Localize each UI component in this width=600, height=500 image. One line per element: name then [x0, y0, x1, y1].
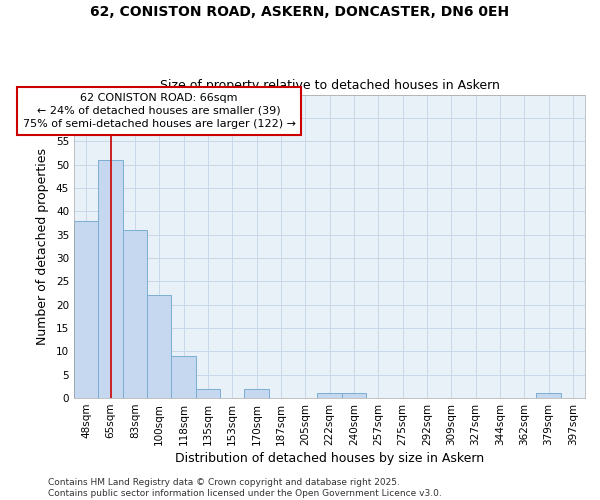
- Bar: [341, 394, 366, 398]
- X-axis label: Distribution of detached houses by size in Askern: Distribution of detached houses by size …: [175, 452, 484, 465]
- Bar: [74, 220, 98, 398]
- Bar: [147, 296, 172, 398]
- Title: Size of property relative to detached houses in Askern: Size of property relative to detached ho…: [160, 79, 499, 92]
- Bar: [244, 388, 269, 398]
- Bar: [122, 230, 147, 398]
- Bar: [196, 388, 220, 398]
- Text: 62 CONISTON ROAD: 66sqm
← 24% of detached houses are smaller (39)
75% of semi-de: 62 CONISTON ROAD: 66sqm ← 24% of detache…: [23, 92, 296, 129]
- Text: 62, CONISTON ROAD, ASKERN, DONCASTER, DN6 0EH: 62, CONISTON ROAD, ASKERN, DONCASTER, DN…: [91, 5, 509, 19]
- Text: Contains HM Land Registry data © Crown copyright and database right 2025.
Contai: Contains HM Land Registry data © Crown c…: [48, 478, 442, 498]
- Bar: [536, 394, 560, 398]
- Y-axis label: Number of detached properties: Number of detached properties: [36, 148, 49, 345]
- Bar: [98, 160, 122, 398]
- Bar: [172, 356, 196, 398]
- Bar: [317, 394, 341, 398]
